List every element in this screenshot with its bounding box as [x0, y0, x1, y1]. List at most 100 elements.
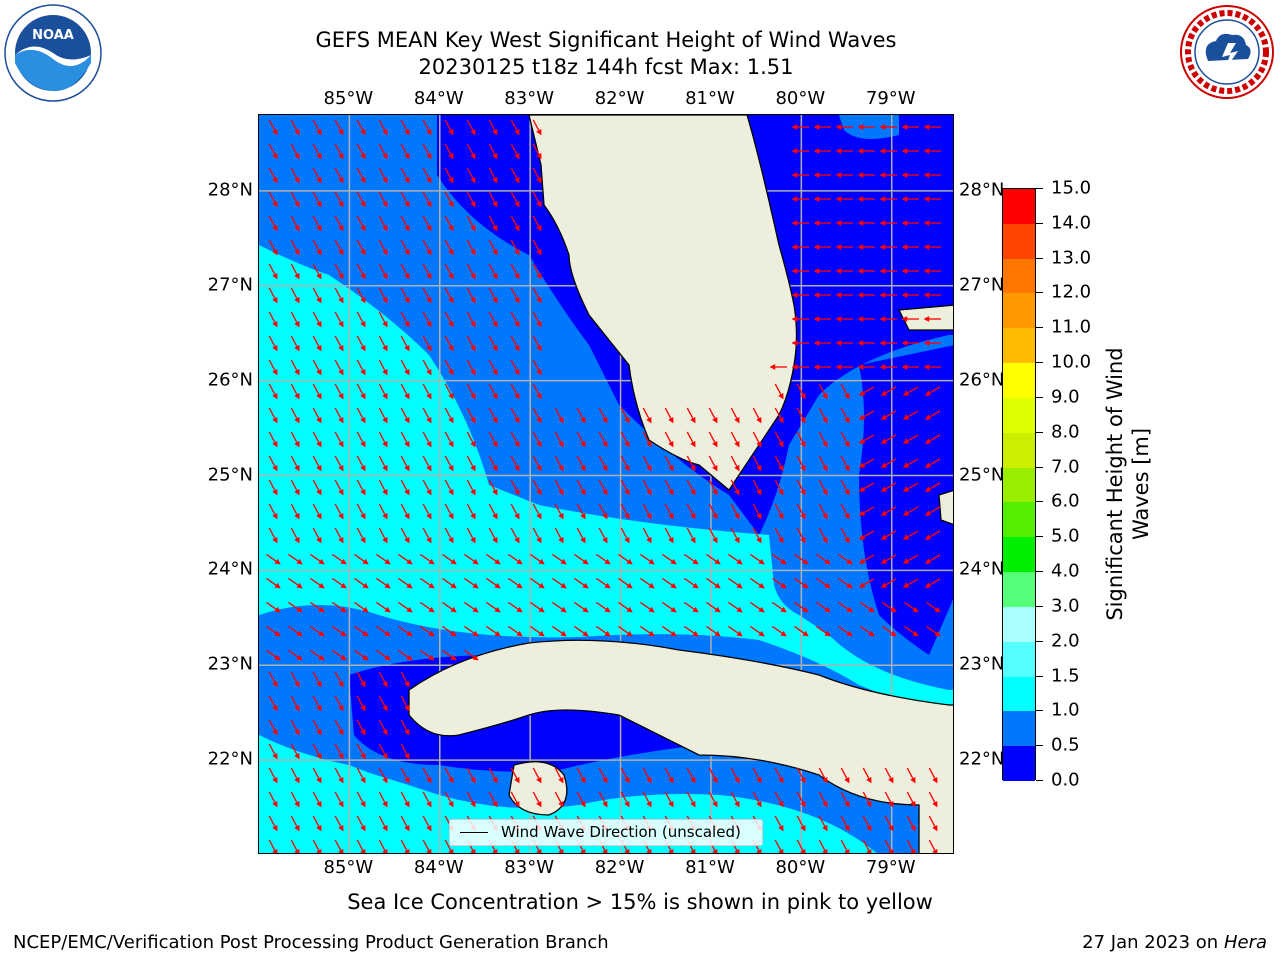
- wave-arrow-head: [426, 368, 432, 376]
- wave-arrow-head: [802, 558, 809, 565]
- wave-arrow-head: [602, 776, 608, 784]
- wave-arrow-head: [492, 488, 498, 496]
- wave-arrow-head: [712, 800, 718, 808]
- colorbar-bin: [1003, 502, 1035, 538]
- wave-arrow-head: [272, 128, 278, 136]
- wave-arrow-head: [272, 416, 278, 424]
- wave-arrow-head: [902, 558, 910, 564]
- wave-arrow-head: [294, 824, 300, 832]
- wave-arrow-head: [602, 416, 608, 424]
- wave-arrow-head: [888, 776, 894, 784]
- wave-arrow-head: [910, 824, 916, 832]
- wave-arrow-head: [316, 800, 322, 808]
- wave-arrow-head: [624, 440, 630, 448]
- wave-arrow-head: [382, 512, 388, 520]
- wave-arrow-head: [604, 630, 611, 637]
- wave-arrow-head: [846, 630, 853, 637]
- bahamas-island-2: [938, 489, 953, 525]
- wave-arrow-head: [338, 176, 344, 184]
- wave-arrow-head: [822, 464, 828, 472]
- wave-arrow-head: [923, 316, 930, 322]
- wave-arrow-head: [888, 848, 894, 853]
- wave-arrow-head: [924, 414, 932, 420]
- wave-arrow-head: [813, 172, 820, 178]
- wave-arrow-head: [448, 344, 454, 352]
- wave-arrow-head: [758, 606, 765, 613]
- wave-arrow-head: [448, 368, 454, 376]
- wave-arrow-head: [879, 172, 886, 178]
- wave-arrow-head: [404, 320, 410, 328]
- wave-arrow-head: [338, 512, 344, 520]
- wave-arrow-head: [272, 248, 278, 256]
- wave-arrow-head: [857, 268, 864, 274]
- wave-arrow-head: [272, 800, 278, 808]
- wave-arrow-head: [857, 316, 864, 322]
- wave-arrow-head: [382, 248, 388, 256]
- colorbar-bin: [1003, 641, 1035, 677]
- wave-arrow-head: [538, 606, 545, 613]
- wave-arrow-head: [274, 630, 281, 637]
- wave-arrow-head: [536, 368, 542, 376]
- wave-arrow-head: [558, 848, 564, 853]
- colorbar-tick-mark: [1036, 362, 1043, 364]
- wave-arrow-head: [924, 486, 932, 492]
- credit-text: NCEP/EMC/Verification Post Processing Pr…: [13, 932, 609, 953]
- wave-arrow-head: [470, 128, 476, 136]
- wave-arrow-head: [294, 440, 300, 448]
- wave-arrow-head: [316, 176, 322, 184]
- wave-arrow-head: [536, 272, 542, 280]
- wave-arrow-head: [360, 176, 366, 184]
- lon-tick-label-bottom: 79°W: [865, 857, 916, 878]
- wave-arrow-head: [646, 776, 652, 784]
- wave-arrow-head: [880, 462, 888, 468]
- wave-arrow-head: [450, 582, 457, 589]
- wave-arrow-head: [514, 176, 520, 184]
- wave-arrow-head: [406, 654, 413, 661]
- wave-arrow-head: [516, 606, 523, 613]
- lat-tick-label-right: 25°N: [959, 464, 1005, 485]
- wave-arrow-head: [404, 200, 410, 208]
- wave-arrow-head: [428, 582, 435, 589]
- wave-arrow-head: [514, 200, 520, 208]
- wave-arrow-head: [294, 344, 300, 352]
- wave-arrow-head: [382, 296, 388, 304]
- wave-arrow-head: [932, 824, 938, 832]
- wave-arrow-head: [514, 512, 520, 520]
- wave-arrow-head: [580, 776, 586, 784]
- lon-tick-label-bottom: 84°W: [413, 857, 464, 878]
- wave-arrow-head: [924, 534, 932, 540]
- wave-arrow-head: [426, 848, 432, 853]
- wave-arrow-head: [492, 248, 498, 256]
- colorbar: [1002, 188, 1036, 781]
- wave-arrow-head: [536, 128, 542, 136]
- wave-arrow-head: [844, 488, 850, 496]
- wave-arrow-head: [879, 292, 886, 298]
- wave-arrow-head: [318, 606, 325, 613]
- wave-arrow-head: [910, 848, 916, 853]
- wave-arrow-head: [924, 390, 932, 396]
- wave-arrow-head: [668, 488, 674, 496]
- wave-arrow-head: [901, 220, 908, 226]
- wave-arrow-head: [294, 272, 300, 280]
- wave-arrow-head: [382, 344, 388, 352]
- wave-arrow-head: [426, 392, 432, 400]
- wave-arrow-head: [360, 416, 366, 424]
- wave-arrow-head: [712, 536, 718, 544]
- wave-arrow-head: [835, 268, 842, 274]
- wave-arrow-head: [470, 392, 476, 400]
- wave-arrow-head: [901, 316, 908, 322]
- wave-arrow-head: [778, 392, 784, 400]
- wave-arrow-head: [802, 630, 809, 637]
- wave-arrow-head: [404, 488, 410, 496]
- wave-arrow-head: [690, 776, 696, 784]
- wave-arrow-head: [360, 680, 366, 688]
- wave-arrow-head: [604, 558, 611, 565]
- wave-arrow-head: [822, 800, 828, 808]
- wave-arrow-head: [294, 320, 300, 328]
- wave-arrow-head: [426, 344, 432, 352]
- wave-arrow-head: [624, 488, 630, 496]
- wave-arrow-head: [690, 800, 696, 808]
- wave-arrow-head: [338, 848, 344, 853]
- wave-arrow-head: [880, 390, 888, 396]
- wave-arrow-head: [316, 440, 322, 448]
